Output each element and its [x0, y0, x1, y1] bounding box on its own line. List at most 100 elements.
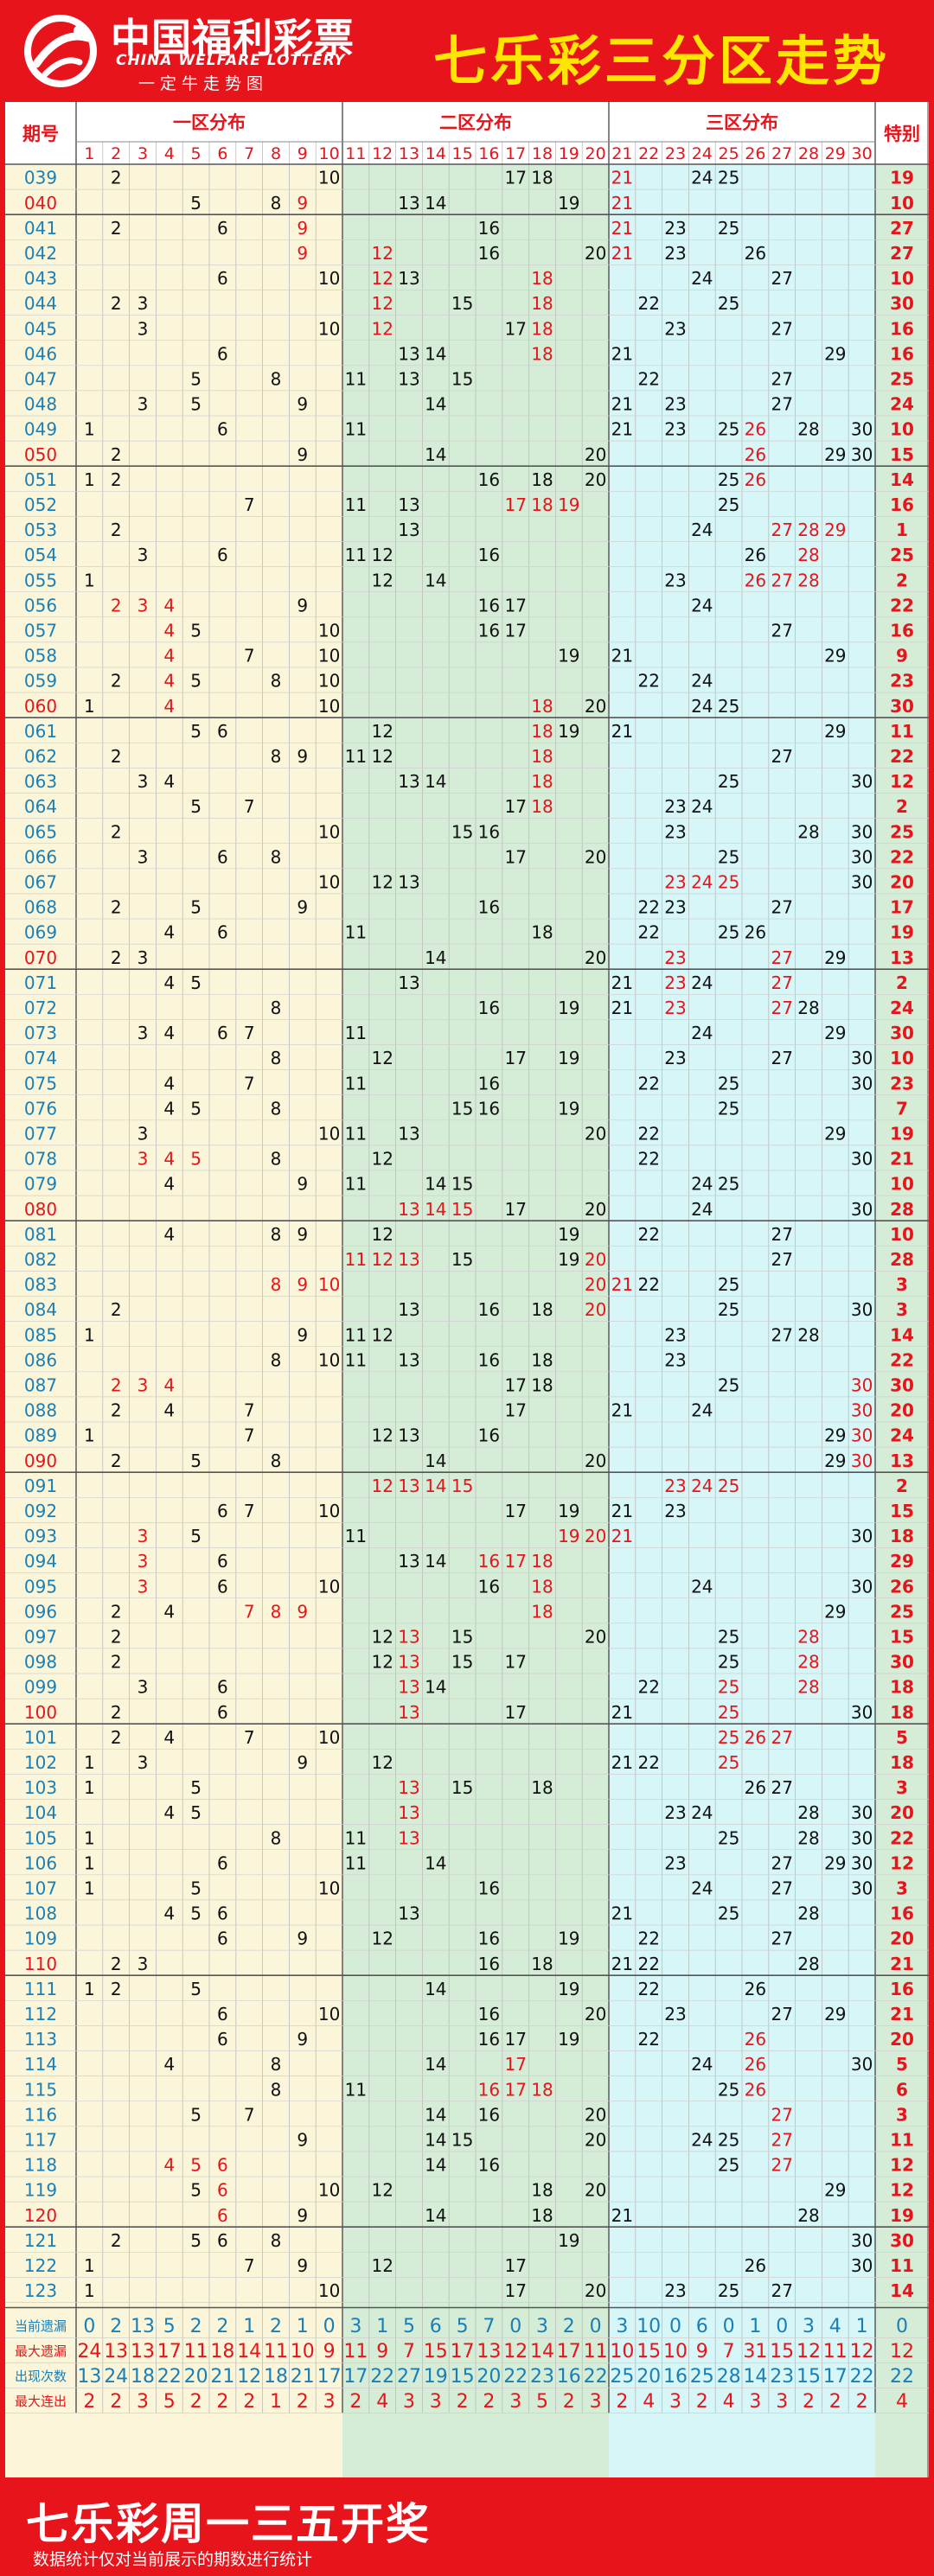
draw-number: 16 — [478, 821, 500, 842]
stat-value: 12 — [796, 2341, 821, 2362]
draw-number: 3 — [138, 595, 149, 615]
draw-number: 25 — [718, 168, 739, 188]
draw-number: 25 — [718, 1827, 739, 1848]
draw-number: 18 — [531, 2180, 553, 2201]
draw-number: 6 — [217, 1702, 228, 1723]
draw-number: 4 — [163, 1224, 175, 1245]
draw-number: 24 — [691, 1576, 713, 1597]
draw-number: 13 — [398, 1626, 419, 1647]
stat-value: 11 — [823, 2341, 848, 2362]
special-number: 11 — [890, 2129, 914, 2150]
special-number: 28 — [890, 1249, 914, 1270]
special-number: 13 — [890, 947, 914, 968]
stat-value: 13 — [477, 2341, 501, 2362]
draw-number: 23 — [664, 1476, 686, 1496]
draw-number: 3 — [138, 1576, 149, 1597]
period-label: 039 — [24, 168, 57, 188]
column-number-3: 3 — [138, 144, 148, 163]
column-number-19: 19 — [559, 144, 579, 163]
draw-number: 9 — [297, 2255, 308, 2276]
draw-number: 5 — [190, 1903, 202, 1924]
draw-number: 30 — [851, 771, 873, 792]
draw-number: 3 — [138, 846, 149, 867]
draw-number: 5 — [190, 1979, 202, 1999]
draw-number: 6 — [217, 1501, 228, 1521]
draw-number: 13 — [398, 1123, 419, 1144]
special-number: 15 — [890, 1626, 914, 1647]
special-number: 1 — [896, 520, 908, 540]
draw-number: 23 — [664, 1802, 686, 1823]
period-label: 041 — [24, 218, 57, 239]
draw-number: 7 — [244, 1727, 255, 1748]
period-label: 122 — [24, 2255, 57, 2276]
draw-number: 23 — [664, 1501, 686, 1521]
draw-number: 8 — [271, 1601, 282, 1622]
draw-number: 19 — [558, 2029, 579, 2050]
draw-number: 21 — [611, 243, 633, 264]
draw-number: 20 — [585, 2004, 606, 2024]
draw-number: 20 — [585, 1526, 606, 1546]
period-label: 049 — [24, 419, 57, 440]
draw-number: 18 — [531, 293, 553, 314]
draw-number: 19 — [558, 1501, 579, 1521]
stat-value: 10 — [291, 2341, 315, 2362]
draw-number: 3 — [138, 1677, 149, 1698]
period-label: 121 — [24, 2230, 57, 2251]
stat-value: 2 — [190, 2316, 202, 2337]
draw-number: 30 — [851, 1702, 873, 1723]
draw-number: 5 — [190, 394, 202, 415]
draw-number: 23 — [664, 394, 686, 415]
period-label: 091 — [24, 1476, 57, 1496]
draw-number: 14 — [425, 1551, 446, 1572]
draw-number: 18 — [531, 318, 553, 339]
column-number-22: 22 — [638, 144, 659, 163]
period-label: 115 — [24, 2079, 57, 2100]
draw-number: 19 — [558, 1249, 579, 1270]
draw-number: 5 — [190, 1777, 202, 1798]
period-label: 110 — [24, 1954, 57, 1974]
column-number-29: 29 — [825, 144, 846, 163]
draw-number: 18 — [531, 696, 553, 717]
special-number: 10 — [890, 1224, 914, 1245]
draw-number: 10 — [318, 2004, 340, 2024]
draw-number: 9 — [297, 595, 308, 615]
draw-number: 9 — [297, 1174, 308, 1195]
draw-number: 8 — [271, 846, 282, 867]
draw-number: 26 — [745, 2255, 766, 2276]
draw-number: 10 — [318, 268, 340, 289]
stat-value: 14 — [743, 2366, 767, 2388]
stat-value: 2 — [110, 2316, 122, 2337]
special-number: 12 — [890, 771, 914, 792]
draw-number: 3 — [138, 293, 149, 314]
draw-number: 7 — [244, 796, 255, 817]
draw-number: 23 — [664, 796, 686, 817]
special-number: 18 — [890, 1677, 914, 1698]
stat-value: 12 — [850, 2341, 874, 2362]
stat-value: 22 — [157, 2366, 182, 2388]
stat-value: 4 — [723, 2391, 735, 2413]
draw-number: 14 — [425, 1199, 446, 1220]
special-number: 30 — [890, 2230, 914, 2251]
draw-number: 17 — [504, 1199, 526, 1220]
draw-number: 21 — [611, 646, 633, 666]
stat-value: 3 — [349, 2316, 361, 2337]
draw-number: 30 — [851, 1451, 873, 1471]
stat-value: 6 — [430, 2316, 442, 2337]
draw-number: 4 — [163, 922, 175, 943]
draw-number: 12 — [371, 746, 393, 767]
draw-number: 28 — [797, 419, 819, 440]
draw-number: 9 — [297, 193, 308, 214]
period-label: 080 — [24, 1199, 57, 1220]
draw-number: 7 — [244, 1023, 255, 1043]
draw-number: 9 — [297, 218, 308, 239]
draw-number: 13 — [398, 520, 419, 540]
draw-number: 25 — [718, 494, 739, 515]
stat-value: 18 — [264, 2366, 288, 2388]
draw-number: 30 — [851, 2230, 873, 2251]
special-number: 16 — [890, 494, 914, 515]
draw-number: 11 — [345, 1324, 367, 1345]
draw-number: 8 — [271, 1224, 282, 1245]
draw-number: 3 — [138, 947, 149, 968]
draw-number: 22 — [637, 293, 659, 314]
